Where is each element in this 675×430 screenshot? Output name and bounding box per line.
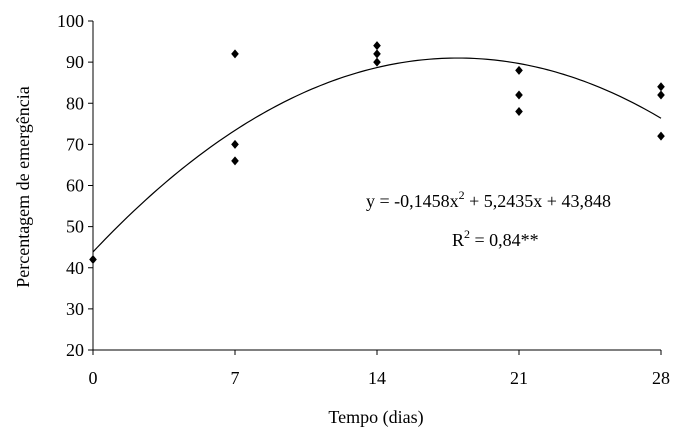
- y-tick-label: 50: [66, 217, 84, 237]
- y-tick-label: 80: [66, 93, 84, 113]
- equation-main: y = -0,1458x: [366, 191, 459, 211]
- data-point: [231, 156, 239, 166]
- y-tick-label: 100: [57, 11, 84, 31]
- x-tick-label: 21: [510, 368, 528, 388]
- y-tick-label: 90: [66, 52, 84, 72]
- trendline: [92, 57, 662, 253]
- y-tick-label: 30: [66, 299, 84, 319]
- data-point: [657, 82, 665, 92]
- axes: [92, 21, 661, 351]
- x-tick-label: 0: [89, 368, 98, 388]
- data-point: [515, 65, 523, 75]
- data-point: [657, 131, 665, 141]
- r2-annotation: R2 = 0,84**: [452, 227, 539, 250]
- x-ticks: 0 7 14 21 28: [89, 350, 670, 388]
- y-tick-label: 40: [66, 258, 84, 278]
- equation-exponent: 2: [459, 188, 465, 202]
- data-point: [515, 106, 523, 116]
- y-ticks: 20 30 40 50 60 70 80 90 100: [57, 11, 93, 360]
- y-tick-label: 60: [66, 176, 84, 196]
- r2-prefix: R: [452, 230, 464, 250]
- r2-rest: = 0,84**: [470, 230, 539, 250]
- equation-annotation: y = -0,1458x2 + 5,2435x + 43,848: [366, 188, 611, 211]
- equation-rest: + 5,2435x + 43,848: [465, 191, 611, 211]
- x-tick-label: 7: [231, 368, 240, 388]
- data-point: [373, 57, 381, 67]
- y-tick-label: 20: [66, 340, 84, 360]
- data-point: [231, 139, 239, 149]
- x-tick-label: 14: [368, 368, 386, 388]
- r2-exponent: 2: [464, 227, 470, 241]
- y-tick-label: 70: [66, 134, 84, 154]
- y-axis-title: Percentagem de emergência: [13, 86, 33, 288]
- data-point: [373, 41, 381, 51]
- data-point: [515, 90, 523, 100]
- x-axis-title: Tempo (dias): [328, 407, 423, 428]
- data-point: [373, 49, 381, 59]
- data-point: [657, 90, 665, 100]
- data-point: [89, 255, 97, 265]
- data-point: [231, 49, 239, 59]
- data-points: [89, 41, 665, 265]
- x-tick-label: 28: [652, 368, 670, 388]
